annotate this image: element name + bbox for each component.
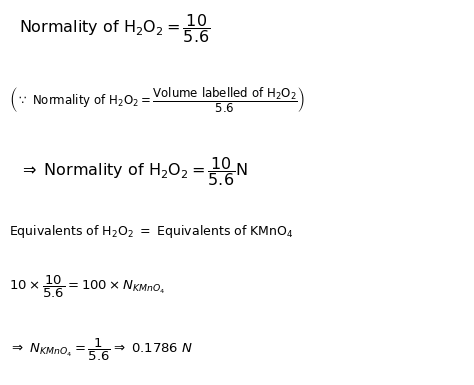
Text: $\left(\because\ \mathrm{Normality\ of\ H_2O_2 = \dfrac{Volume\ labelled\ of\ H_: $\left(\because\ \mathrm{Normality\ of\ …: [9, 85, 305, 115]
Text: $10 \times \dfrac{10}{5.6} = 100 \times N_{KMnO_4}$: $10 \times \dfrac{10}{5.6} = 100 \times …: [9, 274, 166, 300]
Text: $\Rightarrow\ \mathrm{Normality\ of\ H_2O_2 = \dfrac{10}{5.6}N}$: $\Rightarrow\ \mathrm{Normality\ of\ H_2…: [19, 155, 247, 188]
Text: $\mathrm{Normality\ of\ H_2O_2 = \dfrac{10}{5.6}}$: $\mathrm{Normality\ of\ H_2O_2 = \dfrac{…: [19, 12, 210, 45]
Text: $\Rightarrow\ N_{KMnO_4} = \dfrac{1}{5.6} \Rightarrow\ 0.1786\ N$: $\Rightarrow\ N_{KMnO_4} = \dfrac{1}{5.6…: [9, 337, 194, 363]
Text: $\mathrm{Equivalents\ of\ H_2O_2\ =\ Equivalents\ of\ KMnO_4}$: $\mathrm{Equivalents\ of\ H_2O_2\ =\ Equ…: [9, 223, 294, 239]
